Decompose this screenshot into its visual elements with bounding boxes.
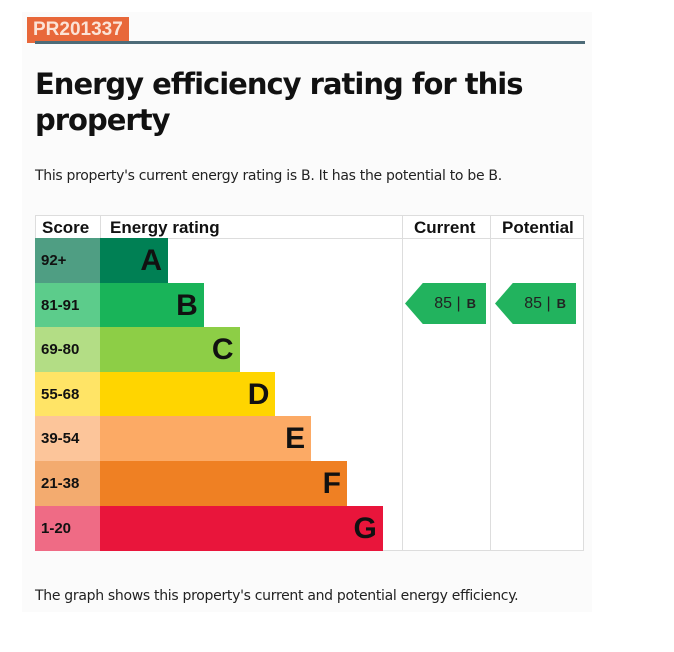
footer-text: The graph shows this property's current …	[35, 588, 519, 604]
current-rating-arrow: 85 | B	[405, 283, 486, 324]
separator: |	[546, 295, 551, 312]
score-cell-f: 21-38	[35, 461, 100, 506]
score-cell-e: 39-54	[35, 416, 100, 462]
rating-bar-c: C	[100, 327, 240, 373]
divider	[35, 41, 585, 44]
score-cell-a: 92+	[35, 238, 100, 283]
current-letter: B	[466, 296, 476, 311]
score-cell-c: 69-80	[35, 327, 100, 373]
column-divider	[490, 215, 491, 551]
potential-rating-arrow: 85 | B	[495, 283, 576, 324]
reference-badge: PR201337	[27, 17, 129, 43]
score-cell-g: 1-20	[35, 505, 100, 551]
potential-value: 85	[524, 295, 542, 312]
current-value: 85	[434, 295, 452, 312]
separator: |	[456, 295, 461, 312]
rating-bar-g: G	[100, 505, 383, 551]
header-potential: Potential	[502, 218, 574, 237]
score-cell-d: 55-68	[35, 371, 100, 417]
rating-bar-f: F	[100, 461, 347, 506]
header-current: Current	[414, 218, 476, 237]
score-cell-b: 81-91	[35, 282, 100, 328]
page-title: Energy efficiency rating for this proper…	[35, 67, 524, 137]
header-score: Score	[42, 218, 90, 237]
rating-bar-d: D	[100, 371, 276, 417]
rating-bar-a: A	[100, 238, 168, 283]
rating-bar-b: B	[100, 282, 204, 328]
header-divider	[35, 238, 584, 239]
rating-bar-e: E	[100, 416, 312, 462]
column-divider	[402, 215, 403, 551]
header-energy-rating: Energy rating	[110, 218, 220, 237]
potential-letter: B	[556, 296, 566, 311]
intro-text: This property's current energy rating is…	[35, 168, 502, 184]
